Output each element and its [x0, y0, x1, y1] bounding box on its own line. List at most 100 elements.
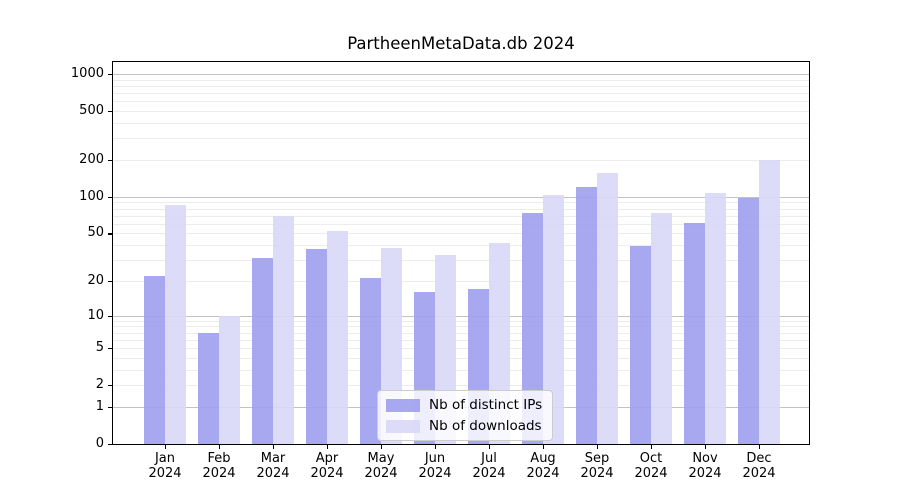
x-tick: [543, 445, 545, 449]
x-tick-label: Nov 2024: [688, 451, 722, 481]
y-tick-label: 500: [79, 103, 104, 118]
y-tick: [108, 348, 112, 350]
x-tick: [759, 445, 761, 449]
plot-area: Nb of distinct IPs Nb of downloads: [112, 61, 810, 445]
legend: Nb of distinct IPs Nb of downloads: [377, 390, 554, 441]
bar-distinct-ips-aug: [521, 212, 543, 444]
y-tick-label: 2: [95, 377, 104, 393]
y-tick-label: 5: [95, 340, 104, 355]
chart-title: PartheenMetaData.db 2024: [347, 34, 575, 53]
x-tick-label: Mar 2024: [256, 451, 290, 481]
x-tick: [273, 445, 275, 449]
y-tick: [108, 233, 112, 235]
minor-gridline: [113, 320, 809, 322]
y-tick: [108, 444, 112, 446]
bar-distinct-ips-jan: [143, 276, 165, 444]
minor-gridline: [113, 208, 809, 210]
legend-label-distinct-ips: Nb of distinct IPs: [429, 397, 543, 413]
minor-gridline: [113, 348, 809, 349]
bar-distinct-ips-nov: [683, 222, 705, 444]
y-tick: [108, 159, 112, 162]
y-tick-label: 100: [79, 188, 104, 204]
x-tick: [651, 445, 653, 449]
minor-gridline: [113, 138, 809, 140]
y-tick-label: 1: [95, 398, 104, 414]
y-tick-label: 200: [79, 151, 104, 167]
major-gridline: [113, 315, 809, 317]
x-tick: [705, 445, 707, 449]
x-tick: [327, 445, 329, 449]
minor-gridline: [113, 111, 809, 112]
x-tick-label: Sep 2024: [580, 451, 614, 481]
x-tick: [435, 445, 437, 449]
bar-downloads-dec: [758, 159, 780, 444]
y-tick-label: 10: [87, 307, 104, 323]
minor-gridline: [113, 326, 809, 328]
minor-gridline: [113, 101, 809, 103]
minor-gridline: [113, 369, 809, 371]
y-tick: [108, 111, 112, 113]
legend-swatch-distinct-ips: [386, 398, 420, 412]
bar-downloads-jan: [164, 205, 186, 444]
x-tick-label: Dec 2024: [742, 451, 776, 481]
bar-distinct-ips-oct: [629, 246, 651, 444]
minor-gridline: [113, 159, 809, 161]
minor-gridline: [113, 79, 809, 81]
bar-downloads-apr: [326, 231, 348, 444]
y-tick-label: 0: [95, 436, 104, 451]
x-tick-label: Jun 2024: [418, 451, 452, 481]
bar-downloads-oct: [650, 212, 672, 444]
minor-gridline: [113, 202, 809, 204]
y-tick: [108, 196, 112, 198]
legend-swatch-downloads: [386, 419, 420, 433]
minor-gridline: [113, 223, 809, 225]
bar-distinct-ips-apr: [305, 249, 327, 444]
minor-gridline: [113, 93, 809, 94]
bar-distinct-ips-feb: [197, 332, 219, 444]
x-tick-label: Oct 2024: [634, 451, 668, 481]
bar-downloads-aug: [542, 195, 564, 444]
y-tick: [108, 315, 112, 317]
bar-distinct-ips-may: [359, 278, 381, 444]
bar-downloads-mar: [272, 215, 294, 444]
major-gridline: [113, 196, 809, 198]
major-gridline: [113, 73, 809, 75]
x-tick: [597, 445, 599, 449]
x-tick-label: Aug 2024: [526, 451, 560, 481]
bar-downloads-feb: [218, 315, 240, 444]
bar-distinct-ips-sep: [575, 187, 597, 444]
minor-gridline: [113, 215, 809, 217]
x-tick-label: Feb 2024: [202, 451, 236, 481]
minor-gridline: [113, 245, 809, 247]
minor-gridline: [113, 233, 809, 235]
y-tick-label: 50: [87, 225, 104, 241]
legend-item-distinct-ips: Nb of distinct IPs: [386, 397, 542, 413]
x-tick: [381, 445, 383, 449]
minor-gridline: [113, 280, 809, 282]
minor-gridline: [113, 260, 809, 262]
minor-gridline: [113, 122, 809, 124]
x-tick-label: Jan 2024: [148, 451, 182, 481]
y-tick-label: 20: [87, 272, 104, 288]
y-tick: [108, 385, 112, 387]
bar-distinct-ips-mar: [251, 258, 273, 444]
x-tick: [165, 445, 167, 449]
minor-gridline: [113, 385, 809, 387]
x-tick: [489, 445, 491, 449]
x-tick-label: Jul 2024: [472, 451, 506, 481]
legend-label-downloads: Nb of downloads: [429, 418, 542, 434]
minor-gridline: [113, 332, 809, 334]
minor-gridline: [113, 357, 809, 359]
y-tick: [108, 73, 112, 76]
x-tick-label: Apr 2024: [310, 451, 344, 481]
y-tick-label: 1000: [70, 65, 104, 81]
y-tick: [108, 406, 112, 409]
y-tick: [108, 280, 112, 283]
minor-gridline: [113, 85, 809, 87]
bar-downloads-nov: [704, 193, 726, 444]
bar-downloads-sep: [596, 173, 618, 444]
bar-distinct-ips-dec: [737, 198, 759, 444]
x-tick-label: May 2024: [364, 451, 398, 481]
legend-item-downloads: Nb of downloads: [386, 418, 542, 434]
